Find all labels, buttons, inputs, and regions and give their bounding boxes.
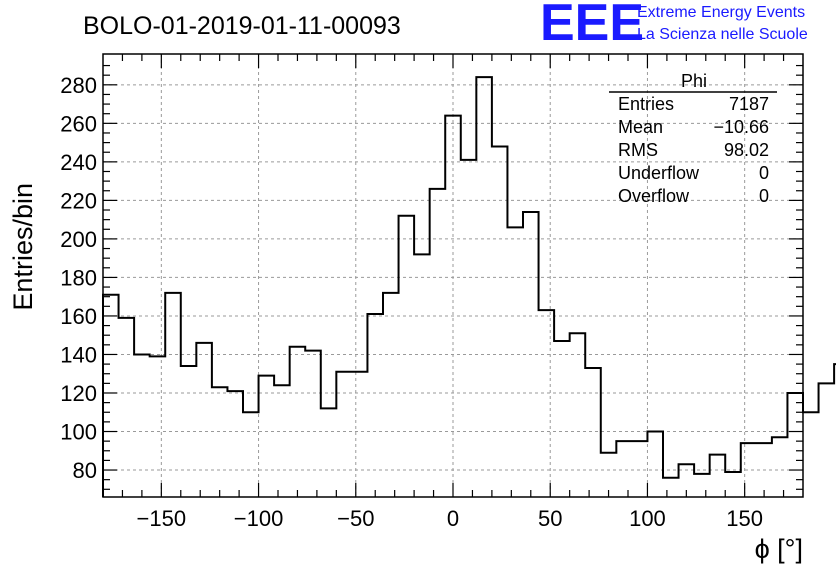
- y-tick-label: 100: [60, 420, 97, 445]
- histogram-bin: [585, 368, 601, 497]
- logo-line-1: Extreme Energy Events: [637, 4, 805, 21]
- histogram-bin: [399, 216, 415, 497]
- histogram-bin: [196, 343, 212, 497]
- y-tick-label: 200: [60, 227, 97, 252]
- x-tick-label: 50: [538, 506, 562, 531]
- histogram-bin: [274, 385, 290, 497]
- histogram-bin: [212, 387, 228, 497]
- histogram-bin: [243, 412, 259, 497]
- histogram-bin: [507, 227, 523, 497]
- histogram-bin: [647, 432, 663, 497]
- y-tick-label: 140: [60, 342, 97, 367]
- x-tick-label: 150: [726, 506, 763, 531]
- histogram-bin: [772, 437, 788, 497]
- x-tick-labels: −150 −100 −50 0 50 100 150: [137, 506, 763, 531]
- y-tick-label: 240: [60, 150, 97, 175]
- histogram-bin: [492, 146, 508, 497]
- histogram-bin: [383, 293, 399, 497]
- histogram-outline: [102, 76, 836, 497]
- histogram-bin: [227, 391, 243, 497]
- x-tick-label: −150: [137, 506, 187, 531]
- histogram-bin: [119, 318, 135, 497]
- stats-row-value: 7187: [729, 94, 769, 114]
- histogram-bin: [694, 474, 710, 497]
- histogram-bin: [414, 254, 430, 497]
- y-tick-label: 260: [60, 111, 97, 136]
- stats-row-label: RMS: [618, 140, 658, 160]
- x-tick-label: 0: [447, 506, 459, 531]
- y-tick-label: 80: [73, 458, 97, 483]
- x-tick-label: 100: [629, 506, 666, 531]
- eee-logo-mark: EEE: [540, 0, 644, 52]
- histogram-bin: [290, 347, 306, 497]
- histogram-bin: [430, 189, 446, 497]
- histogram-bin: [165, 293, 181, 497]
- y-tick-label: 160: [60, 304, 97, 329]
- histogram-bin: [461, 160, 477, 497]
- histogram-bin: [819, 383, 835, 497]
- histogram-bin: [321, 408, 337, 497]
- stats-row-label: Overflow: [618, 186, 690, 206]
- histogram-bin: [352, 372, 368, 497]
- grid: [103, 54, 803, 497]
- stats-box-name: Phi: [681, 71, 707, 91]
- stats-row-value: 0: [759, 186, 769, 206]
- stats-row-value: 0: [759, 163, 769, 183]
- stats-row-label: Underflow: [618, 163, 700, 183]
- histogram-bin: [336, 372, 352, 497]
- histogram-bin: [476, 77, 492, 497]
- logo-line-2: La Scienza nelle Scuole: [637, 26, 808, 43]
- histogram-bin: [710, 455, 726, 497]
- histogram-bin: [305, 351, 321, 497]
- histogram-bin: [539, 310, 555, 497]
- axis-ticks: [103, 54, 803, 497]
- y-tick-label: 120: [60, 381, 97, 406]
- histogram-bin: [725, 472, 741, 497]
- stats-row-value: −10.66: [713, 117, 769, 137]
- y-tick-label: 180: [60, 265, 97, 290]
- histogram-bin: [803, 412, 819, 497]
- x-tick-label: −50: [337, 506, 374, 531]
- histogram-bin: [632, 441, 648, 497]
- histogram-bin: [663, 478, 679, 497]
- histogram-bin: [570, 333, 586, 497]
- histogram-bin: [134, 354, 150, 497]
- stats-box: Phi Entries 7187 Mean −10.66 RMS 98.02 Underfl…: [609, 71, 777, 206]
- x-axis-label: ϕ [°]: [755, 534, 803, 564]
- stats-rows: Entries 7187 Mean −10.66 RMS 98.02 Underflow 0 O…: [618, 94, 769, 206]
- histogram-bin: [554, 341, 570, 497]
- stats-row-label: Entries: [618, 94, 674, 114]
- stats-row-label: Mean: [618, 117, 663, 137]
- y-axis-label: Entries/bin: [8, 183, 38, 311]
- stats-row-value: 98.02: [724, 140, 769, 160]
- histogram-bin: [150, 356, 166, 497]
- x-tick-label: −100: [234, 506, 284, 531]
- y-tick-label: 220: [60, 188, 97, 213]
- histogram-bin: [259, 376, 275, 497]
- histogram-bin: [616, 441, 632, 497]
- y-tick-label: 280: [60, 73, 97, 98]
- eee-logo: EEE Extreme Energy Events La Scienza nel…: [540, 0, 808, 52]
- chart-title: BOLO-01-2019-01-11-00093: [83, 12, 401, 40]
- y-tick-labels: 80 100 120 140 160 180 200 220 240 260 280: [60, 73, 97, 483]
- histogram-bin: [787, 393, 803, 497]
